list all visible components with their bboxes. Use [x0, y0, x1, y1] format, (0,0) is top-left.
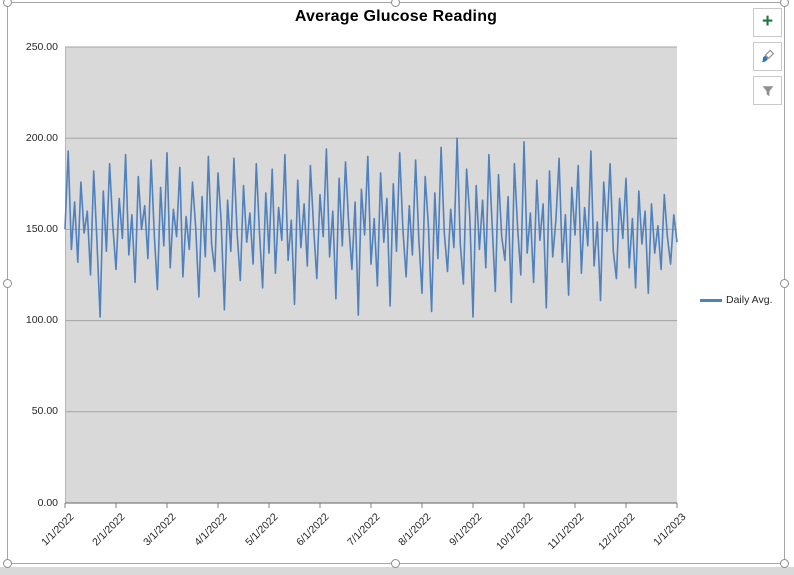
- selection-handle-middle-right[interactable]: [780, 279, 789, 288]
- selection-handle-top-right[interactable]: [780, 0, 789, 7]
- x-axis-label: 6/1/2022: [294, 511, 332, 549]
- plot-area[interactable]: [64, 46, 678, 508]
- chart-title[interactable]: Average Glucose Reading: [294, 8, 498, 25]
- selection-handle-bottom-left[interactable]: [3, 559, 12, 568]
- worksheet-edge: [0, 567, 794, 575]
- plot-svg: [64, 46, 678, 508]
- legend[interactable]: Daily Avg.: [700, 294, 773, 306]
- x-axis-label: 9/1/2022: [447, 511, 485, 549]
- legend-line-swatch: [700, 298, 722, 302]
- paintbrush-icon: [759, 48, 776, 65]
- x-axis-label: 7/1/2022: [345, 511, 383, 549]
- plus-icon: +: [761, 11, 774, 32]
- selection-handle-bottom-middle[interactable]: [391, 559, 400, 568]
- selection-handle-middle-left[interactable]: [3, 279, 12, 288]
- x-axis-label: 5/1/2022: [243, 511, 281, 549]
- y-axis-label: 200.00: [25, 131, 58, 144]
- y-axis-label: 0.00: [37, 496, 58, 509]
- y-axis[interactable]: 0.00 50.00 100.00 150.00 200.00 250.00: [8, 41, 60, 509]
- chart-elements-button[interactable]: +: [753, 8, 782, 37]
- x-axis[interactable]: 1/1/2022 2/1/2022 3/1/2022 4/1/2022 5/1/2022…: [39, 507, 688, 567]
- y-axis-label: 250.00: [25, 40, 58, 53]
- series-line-daily-avg[interactable]: [64, 137, 678, 318]
- selection-handle-top-middle[interactable]: [391, 0, 400, 7]
- chart-filters-button[interactable]: [753, 76, 782, 105]
- selection-handle-bottom-right[interactable]: [780, 559, 789, 568]
- x-axis-label: 11/1/2022: [545, 511, 587, 552]
- x-axis-label: 4/1/2022: [192, 511, 230, 549]
- selection-handle-top-left[interactable]: [3, 0, 12, 7]
- chart-styles-button[interactable]: [753, 42, 782, 71]
- x-axis-label: 2/1/2022: [90, 511, 128, 549]
- x-axis-label: 3/1/2022: [141, 511, 179, 549]
- legend-label: Daily Avg.: [726, 294, 773, 306]
- x-axis-label: 10/1/2022: [493, 511, 536, 553]
- x-axis-label: 12/1/2022: [595, 511, 638, 553]
- funnel-icon: [760, 83, 776, 99]
- y-axis-label: 150.00: [25, 222, 58, 235]
- y-axis-label: 50.00: [31, 405, 58, 418]
- x-axis-label: 8/1/2022: [396, 511, 434, 549]
- y-axis-label: 100.00: [25, 314, 58, 327]
